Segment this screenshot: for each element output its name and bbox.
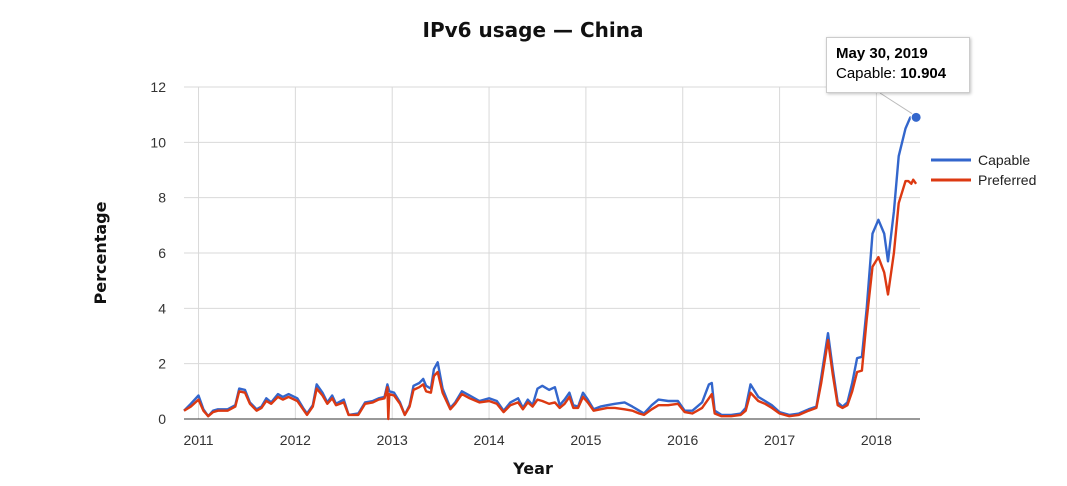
y-tick-label: 0 (158, 411, 166, 427)
legend-label-preferred: Preferred (978, 172, 1036, 188)
tooltip-pointer (879, 92, 914, 115)
chart-title: IPv6 usage — China (423, 18, 644, 42)
legend: Capable Preferred (931, 152, 1036, 188)
grid (184, 86, 920, 419)
y-tick-label: 2 (158, 356, 166, 372)
tooltip-line: Capable: 10.904 (836, 64, 960, 84)
x-tick-label: 2018 (861, 432, 892, 448)
y-tick-label: 8 (158, 190, 166, 206)
y-tick-label: 12 (150, 79, 166, 95)
x-tick-labels: 2011 2012 2013 2014 2015 2016 2017 2018 (183, 432, 892, 448)
series-line-capable (183, 116, 917, 418)
x-tick-label: 2012 (280, 432, 311, 448)
x-axis-title: Year (512, 459, 553, 478)
data-tooltip: May 30, 2019 Capable: 10.904 (826, 37, 970, 93)
x-tick-label: 2013 (377, 432, 408, 448)
tooltip-value: 10.904 (900, 65, 947, 82)
x-tick-label: 2014 (473, 432, 504, 448)
series-line-preferred (183, 178, 918, 421)
legend-label-capable: Capable (978, 152, 1030, 168)
x-tick-label: 2011 (183, 432, 213, 448)
y-tick-label: 10 (150, 134, 166, 150)
y-tick-label: 6 (158, 245, 166, 261)
y-tick-labels: 0 2 4 6 8 10 12 (150, 79, 166, 427)
series-lines (183, 116, 918, 421)
tooltip-date: May 30, 2019 (836, 45, 928, 62)
x-tick-label: 2015 (570, 432, 601, 448)
y-axis-title: Percentage (91, 201, 110, 304)
tooltip-label: Capable: (836, 65, 897, 82)
hover-data-point[interactable] (910, 111, 922, 123)
x-tick-label: 2016 (667, 432, 698, 448)
x-tick-label: 2017 (764, 432, 795, 448)
y-tick-label: 4 (158, 300, 166, 316)
